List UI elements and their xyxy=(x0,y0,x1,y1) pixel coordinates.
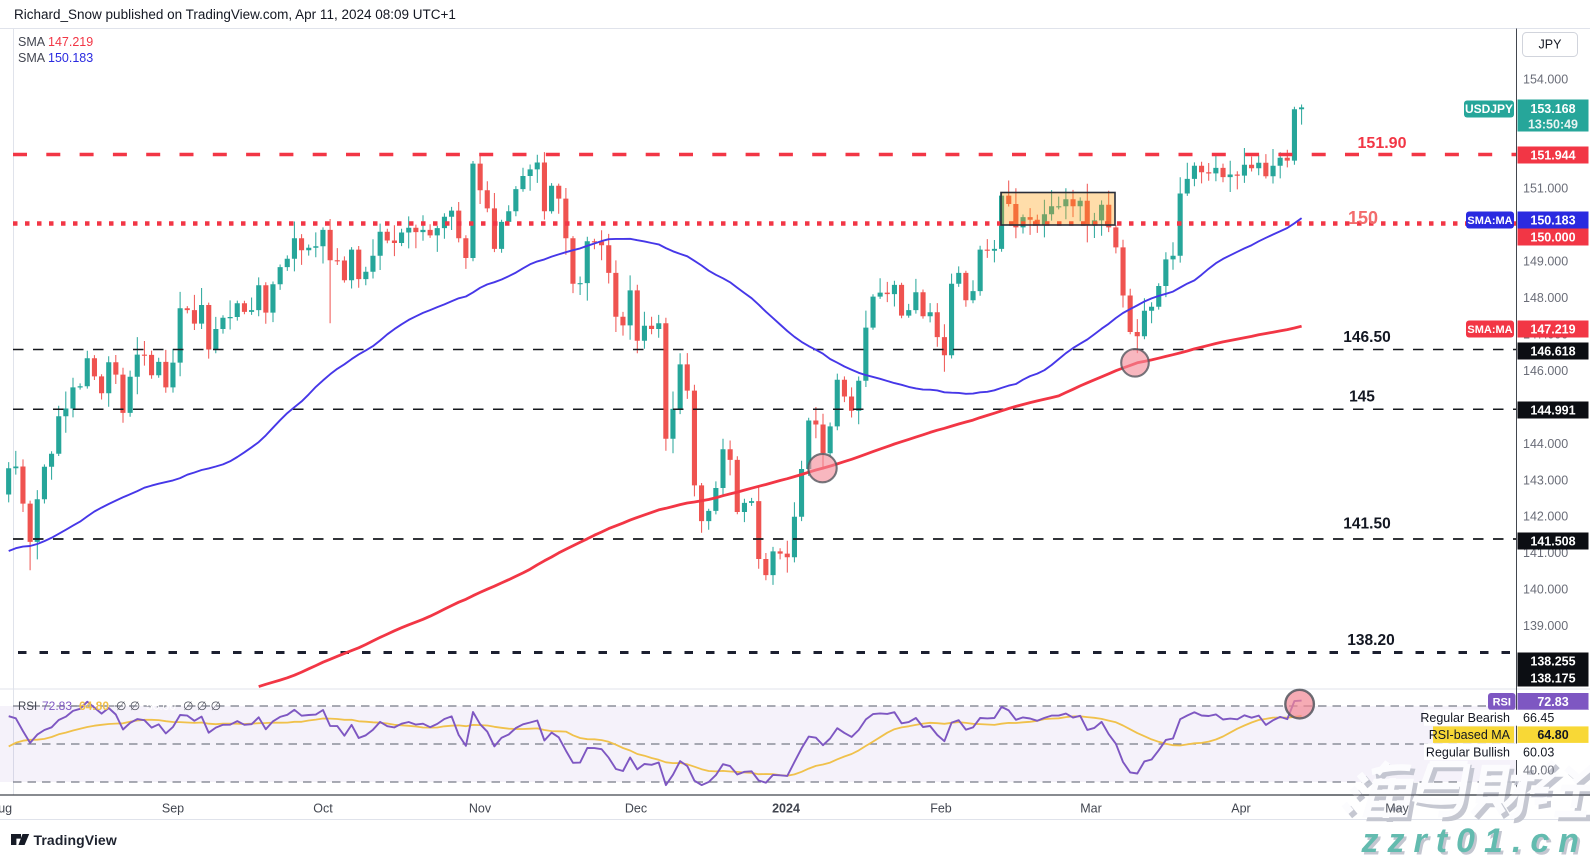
svg-text:· · ·: · · · xyxy=(148,699,167,713)
svg-text:154.000: 154.000 xyxy=(1523,72,1568,86)
svg-text:141.50: 141.50 xyxy=(1343,516,1390,533)
svg-text:64.80: 64.80 xyxy=(1537,728,1568,742)
svg-text:148.000: 148.000 xyxy=(1523,291,1568,305)
svg-text:RSI: RSI xyxy=(1493,696,1511,708)
svg-text:151.000: 151.000 xyxy=(1523,182,1568,196)
svg-text:146.50: 146.50 xyxy=(1343,329,1390,346)
svg-text:60.03: 60.03 xyxy=(1523,746,1554,760)
svg-text:RSI: RSI xyxy=(18,701,37,713)
svg-text:144.000: 144.000 xyxy=(1523,437,1568,451)
svg-text:∅ ∅: ∅ ∅ xyxy=(116,699,140,713)
svg-text:SMA:MA: SMA:MA xyxy=(1467,324,1512,336)
svg-text:Oct: Oct xyxy=(313,802,333,816)
svg-text:147.219: 147.219 xyxy=(48,35,93,49)
svg-text:zzrt01.cn: zzrt01.cn xyxy=(1363,825,1590,858)
svg-text:142.000: 142.000 xyxy=(1523,510,1568,524)
svg-text:Richard_Snow published on Trad: Richard_Snow published on TradingView.co… xyxy=(14,7,456,22)
svg-text:Sep: Sep xyxy=(162,802,184,816)
svg-text:Regular Bearish: Regular Bearish xyxy=(1420,711,1510,725)
svg-text:72.83: 72.83 xyxy=(1537,695,1568,709)
svg-text:13:50:49: 13:50:49 xyxy=(1528,118,1578,132)
svg-text:66.45: 66.45 xyxy=(1523,711,1554,725)
svg-text:May: May xyxy=(1385,802,1409,816)
svg-text:∅ ∅ ∅: ∅ ∅ ∅ xyxy=(183,699,221,713)
svg-text:144.991: 144.991 xyxy=(1530,403,1575,417)
svg-text:Regular Bullish: Regular Bullish xyxy=(1426,746,1510,760)
svg-text:64.80: 64.80 xyxy=(79,699,109,713)
svg-text:141.508: 141.508 xyxy=(1530,534,1575,548)
svg-text:Aug: Aug xyxy=(0,802,12,816)
svg-text:149.000: 149.000 xyxy=(1523,255,1568,269)
svg-text:151.90: 151.90 xyxy=(1358,135,1407,152)
svg-text:JPY: JPY xyxy=(1539,38,1563,52)
svg-text:143.000: 143.000 xyxy=(1523,473,1568,487)
svg-text:147.219: 147.219 xyxy=(1530,322,1575,336)
svg-text:72.83: 72.83 xyxy=(42,699,72,713)
svg-text:2024: 2024 xyxy=(772,802,800,816)
svg-text:zzrt01.cn: zzrt01.cn xyxy=(1361,822,1589,857)
svg-text:USDJPY: USDJPY xyxy=(1465,102,1513,116)
svg-text:150.183: 150.183 xyxy=(48,51,93,65)
svg-text:50.00: 50.00 xyxy=(146,699,176,713)
svg-text:150.000: 150.000 xyxy=(1530,230,1575,244)
svg-text:Mar: Mar xyxy=(1080,802,1102,816)
svg-text:RSI-based MA: RSI-based MA xyxy=(1429,728,1511,742)
svg-text:139.000: 139.000 xyxy=(1523,619,1568,633)
svg-text:140.000: 140.000 xyxy=(1523,583,1568,597)
svg-text:151.944: 151.944 xyxy=(1530,148,1575,162)
svg-text:153.168: 153.168 xyxy=(1530,102,1575,116)
svg-text:146.618: 146.618 xyxy=(1530,344,1575,358)
svg-text:SMA: SMA xyxy=(18,35,46,49)
svg-text:150: 150 xyxy=(1348,208,1378,228)
svg-text:138.175: 138.175 xyxy=(1530,671,1575,685)
svg-text:150.183: 150.183 xyxy=(1530,213,1575,227)
svg-text:40.00: 40.00 xyxy=(1523,763,1554,777)
svg-text:145: 145 xyxy=(1349,389,1375,406)
svg-text:SMA: SMA xyxy=(18,51,46,65)
svg-text:Dec: Dec xyxy=(625,802,647,816)
svg-text:141.000: 141.000 xyxy=(1523,546,1568,560)
svg-text:138.20: 138.20 xyxy=(1347,632,1394,649)
svg-text:Apr: Apr xyxy=(1231,802,1250,816)
svg-text:146.000: 146.000 xyxy=(1523,364,1568,378)
svg-text:TradingView: TradingView xyxy=(34,832,117,848)
svg-text:SMA:MA: SMA:MA xyxy=(1467,215,1512,227)
svg-text:Nov: Nov xyxy=(469,802,492,816)
svg-text:138.255: 138.255 xyxy=(1530,654,1575,668)
svg-text:Feb: Feb xyxy=(930,802,952,816)
